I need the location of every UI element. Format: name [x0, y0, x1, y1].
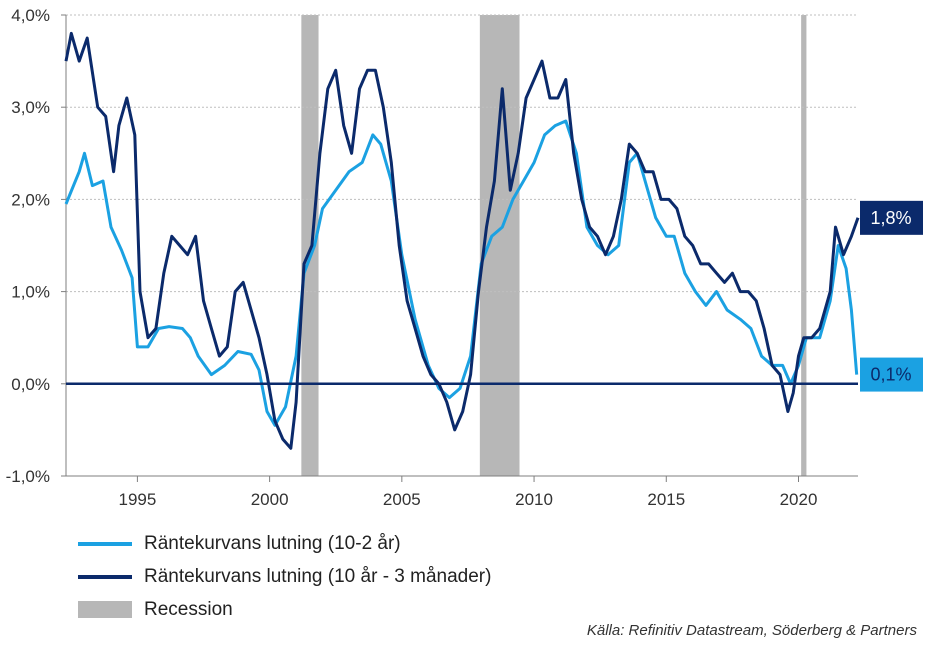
end-label-1: 1,8%	[860, 200, 923, 235]
recession-band-0	[301, 15, 319, 476]
series-line-0	[64, 119, 859, 427]
y-tick-label: -1,0%	[6, 467, 50, 486]
end-label-box-1	[860, 200, 923, 235]
x-tick-label: 2010	[515, 490, 553, 509]
series-lines	[64, 31, 860, 450]
axes: 4,0% 3,0% 2,0% 1,0% 0,0% -1,0% 1995 2000 2005 201…	[6, 6, 858, 509]
legend-label-10-3m: Räntekurvans lutning (10 år - 3 månader)	[144, 565, 492, 587]
end-label-text-1: 1,8%	[870, 208, 911, 228]
x-tick-label: 2005	[383, 490, 421, 509]
end-label-box-0	[860, 357, 923, 392]
x-tick-label: 2000	[251, 490, 289, 509]
y-tick-label: 0,0%	[11, 375, 50, 394]
y-tick-label: 3,0%	[11, 98, 50, 117]
end-label-text-0: 0,1%	[870, 365, 911, 385]
legend-item-10-3m: Räntekurvans lutning (10 år - 3 månader)	[78, 560, 491, 593]
recession-band-1	[479, 15, 520, 476]
legend-label-10-2: Räntekurvans lutning (10-2 år)	[144, 532, 401, 554]
end-labels: 0,1% 1,8%	[860, 200, 923, 392]
grid-lines	[66, 14, 858, 293]
end-label-0: 0,1%	[860, 357, 923, 392]
legend-swatch-10-2	[78, 541, 132, 546]
legend-item-recession: Recession	[78, 593, 491, 626]
legend: Räntekurvans lutning (10-2 år) Räntekurv…	[78, 527, 491, 626]
legend-label-recession: Recession	[144, 598, 233, 620]
legend-swatch-recession	[78, 601, 132, 618]
y-tick-label: 1,0%	[11, 283, 50, 302]
source-note: Källa: Refinitiv Datastream, Söderberg &…	[586, 622, 917, 639]
series-line-1	[64, 31, 860, 450]
y-tick-label: 4,0%	[11, 6, 50, 25]
yield-curve-chart: 4,0% 3,0% 2,0% 1,0% 0,0% -1,0% 1995 2000 2005 201…	[6, 6, 923, 509]
y-tick-label: 2,0%	[11, 190, 50, 209]
recession-band-2	[801, 15, 807, 476]
legend-item-10-2: Räntekurvans lutning (10-2 år)	[78, 527, 491, 560]
x-tick-label: 2015	[647, 490, 685, 509]
legend-swatch-10-3m	[78, 574, 132, 579]
x-tick-label: 2020	[780, 490, 818, 509]
recession-bands	[301, 15, 807, 476]
x-tick-label: 1995	[118, 490, 156, 509]
